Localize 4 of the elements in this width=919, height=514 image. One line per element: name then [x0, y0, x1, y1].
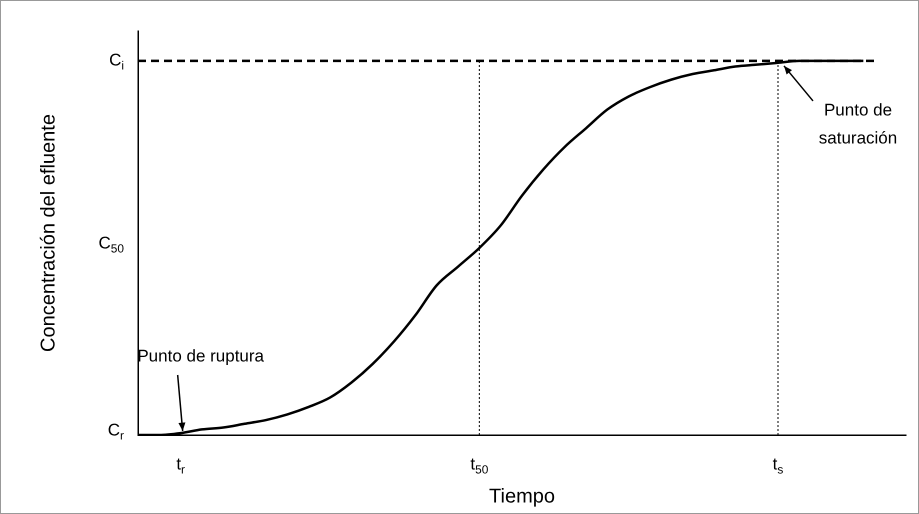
- annotation: Punto de saturación: [818, 100, 898, 148]
- annotation: Punto de ruptura: [137, 346, 265, 366]
- x-axis-title: Tiempo: [489, 486, 555, 508]
- y-axis-title: Concentración del efluente: [38, 114, 60, 352]
